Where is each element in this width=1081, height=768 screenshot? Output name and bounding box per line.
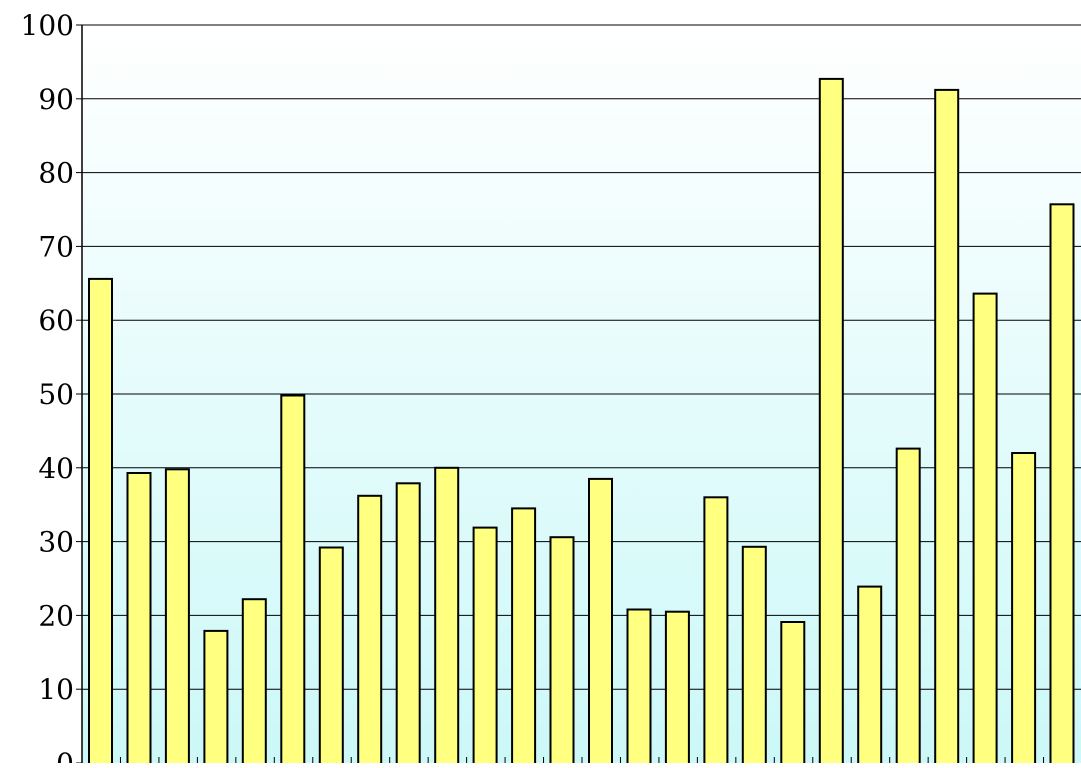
bar bbox=[895, 447, 921, 766]
bar bbox=[818, 77, 844, 766]
y-tick-label: 20 bbox=[38, 599, 74, 632]
bar bbox=[703, 496, 729, 766]
bar bbox=[972, 292, 998, 766]
y-tick-label: 70 bbox=[38, 230, 74, 263]
y-tick-label: 80 bbox=[38, 157, 74, 190]
bar bbox=[395, 482, 421, 766]
bar bbox=[357, 494, 383, 766]
bar bbox=[241, 598, 267, 767]
axes bbox=[76, 24, 1045, 764]
bar bbox=[1011, 452, 1037, 766]
y-axis-tick-labels: 0 10 20 30 40 50 60 70 80 90 100 bbox=[21, 9, 74, 768]
bar bbox=[1049, 203, 1075, 767]
bar bbox=[472, 526, 498, 766]
y-tick-label: 50 bbox=[38, 378, 74, 411]
y-tick-label: 40 bbox=[38, 452, 74, 485]
bar bbox=[934, 88, 960, 766]
bar bbox=[741, 545, 767, 766]
y-tick-label: 0 bbox=[56, 747, 74, 763]
y-tick-label: 10 bbox=[38, 673, 74, 706]
bar bbox=[780, 621, 806, 766]
bar bbox=[549, 536, 575, 767]
bar bbox=[203, 629, 229, 767]
bar bbox=[434, 466, 460, 766]
bar bbox=[626, 608, 652, 766]
bar bbox=[857, 585, 883, 766]
bar bbox=[280, 394, 306, 766]
bar bbox=[588, 477, 613, 766]
y-tick-label: 60 bbox=[38, 304, 74, 337]
bar bbox=[511, 507, 537, 766]
bar bbox=[126, 472, 152, 766]
bar bbox=[664, 610, 690, 767]
y-tick-label: 90 bbox=[38, 83, 74, 116]
grid-lines bbox=[82, 24, 1081, 690]
y-tick-label: 30 bbox=[38, 526, 74, 559]
bar bbox=[318, 546, 344, 766]
y-tick-label: 100 bbox=[21, 9, 74, 42]
bar bbox=[164, 468, 190, 766]
bar bbox=[88, 277, 113, 766]
